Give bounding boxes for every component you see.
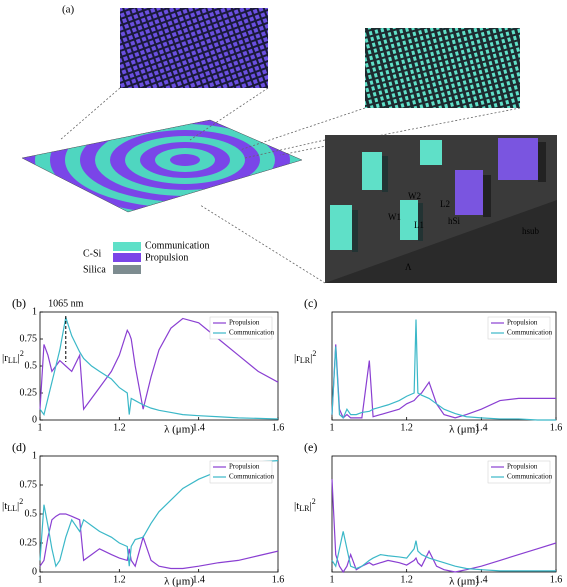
- y-label-part: |: [310, 500, 312, 512]
- inset-label: hsub: [522, 226, 540, 236]
- swatch: [113, 242, 141, 251]
- y-axis-label: |rLR|2: [294, 349, 316, 365]
- y-label-part: |r: [294, 352, 300, 364]
- y-tick-label: 0.25: [20, 387, 38, 398]
- y-label-part: 2: [312, 497, 316, 506]
- legend-label: Propulsion: [145, 252, 188, 263]
- x-tick-label: 1.4: [475, 574, 488, 585]
- metasurface-disk: [22, 120, 302, 212]
- x-tick-label: 1.4: [192, 422, 205, 433]
- legend-label: Communication: [229, 473, 275, 481]
- series-line: [39, 317, 279, 420]
- y-tick-label: 0.75: [20, 333, 38, 344]
- x-axis-label: λ (μm): [449, 424, 479, 436]
- unit-cell-inset: [325, 135, 557, 283]
- x-axis-label: λ (μm): [164, 424, 194, 436]
- y-label-part: LR: [300, 356, 311, 365]
- y-axis-label: |tLL|2: [2, 497, 23, 513]
- y-tick-label: 0: [32, 414, 37, 425]
- y-label-part: LL: [8, 356, 18, 365]
- y-tick-label: 0: [32, 566, 37, 577]
- y-label-part: |: [18, 352, 20, 364]
- panel-label: (c): [304, 296, 317, 310]
- legend-label: Propulsion: [229, 319, 260, 327]
- series-line: [39, 317, 279, 411]
- y-tick-label: 1: [32, 306, 37, 317]
- y-label-part: 2: [312, 349, 316, 358]
- y-label-part: |: [17, 500, 19, 512]
- x-tick-label: 1.2: [400, 574, 413, 585]
- y-label-part: |r: [2, 352, 8, 364]
- y-tick-label: 0.5: [25, 360, 38, 371]
- material-label: Silica: [83, 264, 106, 275]
- x-tick-label: 1.6: [550, 422, 563, 433]
- series-line: [331, 344, 556, 419]
- y-axis-label: |rLL|2: [2, 349, 24, 365]
- series-line: [331, 479, 557, 574]
- x-tick-label: 1: [330, 574, 335, 585]
- series-line: [331, 319, 556, 421]
- series-line: [331, 531, 556, 572]
- x-tick-label: 1.2: [113, 574, 126, 585]
- x-tick-label: 1.6: [550, 574, 563, 585]
- x-tick-label: 1.4: [192, 574, 205, 585]
- inset-label: Λ: [405, 262, 412, 272]
- propulsion-texture: [120, 8, 268, 88]
- x-tick-label: 1.6: [272, 574, 285, 585]
- panel-label: (b): [12, 296, 26, 310]
- swatch: [113, 253, 141, 262]
- legend-label: Communication: [229, 329, 275, 337]
- plot-frame: [331, 311, 557, 421]
- annotation: 1065 nm: [48, 298, 84, 309]
- inset-label: W2: [408, 191, 421, 201]
- disk-edge: [21, 119, 303, 213]
- legend-label: Propulsion: [507, 319, 538, 327]
- inset-label: L2: [440, 199, 450, 209]
- y-tick-label: 0.75: [20, 479, 38, 490]
- swatch: [113, 265, 141, 274]
- connectors: [59, 87, 521, 284]
- x-axis-label: λ (μm): [449, 576, 479, 587]
- x-tick-label: 1.2: [113, 422, 126, 433]
- legend-label: Communication: [507, 329, 553, 337]
- inset-label: W1: [388, 212, 401, 222]
- legend-label: Propulsion: [229, 463, 260, 471]
- panel-label: (e): [304, 440, 317, 454]
- panel-label: (d): [12, 440, 26, 454]
- legend-label: Propulsion: [507, 463, 538, 471]
- ring: [170, 154, 200, 166]
- x-tick-label: 1.4: [475, 422, 488, 433]
- legend-label: Communication: [145, 240, 209, 251]
- y-label-part: LL: [7, 504, 17, 513]
- x-tick-label: 1: [38, 574, 43, 585]
- y-label-part: |t: [2, 500, 7, 512]
- y-label-part: |t: [294, 500, 299, 512]
- x-axis-label: λ (μm): [164, 576, 194, 587]
- panel-label: (a): [62, 4, 75, 16]
- y-tick-label: 0.5: [25, 508, 38, 519]
- x-tick-label: 1: [38, 422, 43, 433]
- y-label-part: LR: [299, 504, 310, 513]
- y-label-part: |: [310, 352, 312, 364]
- inset-label: hSi: [448, 216, 461, 226]
- series-line: [39, 513, 279, 570]
- legend-label: Communication: [507, 473, 553, 481]
- material-label: C-Si: [83, 248, 102, 259]
- x-tick-label: 1.6: [272, 422, 285, 433]
- y-tick-label: 0.25: [20, 537, 38, 548]
- inset-label: L1: [414, 220, 424, 230]
- plot-frame: [331, 455, 557, 573]
- x-tick-label: 1.2: [400, 422, 413, 433]
- x-tick-label: 1: [330, 422, 335, 433]
- y-label-part: 2: [19, 497, 23, 506]
- communication-texture: [365, 28, 520, 108]
- series-line: [39, 460, 279, 568]
- y-axis-label: |tLR|2: [294, 497, 316, 513]
- y-tick-label: 1: [32, 450, 37, 461]
- y-label-part: 2: [20, 349, 24, 358]
